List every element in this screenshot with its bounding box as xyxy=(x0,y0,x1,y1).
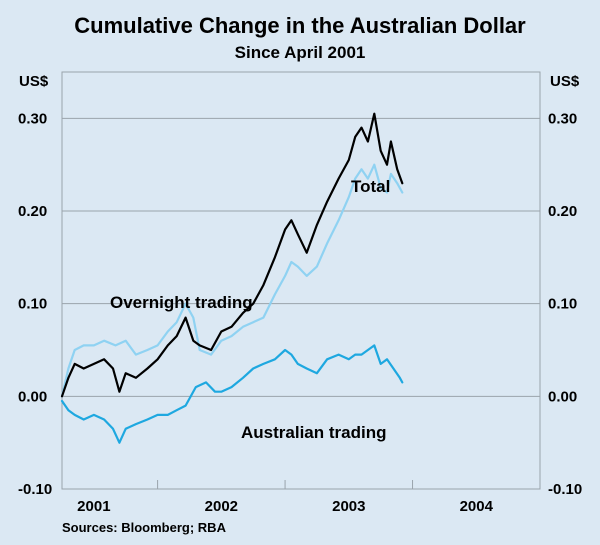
y-tick-label-left: 0.10 xyxy=(18,296,47,313)
gridlines xyxy=(62,117,540,489)
y-tick-label-left: 0.00 xyxy=(18,388,47,405)
y-axis-unit-left: US$ xyxy=(19,73,49,90)
annotation-overnight-trading: Overnight trading xyxy=(110,293,253,312)
y-axis-unit-right: US$ xyxy=(550,73,580,90)
x-tick-label: 2001 xyxy=(77,498,110,515)
x-tick-labels: 2001 2002 2003 2004 xyxy=(77,498,493,515)
source-note: Sources: Bloomberg; RBA xyxy=(62,520,227,535)
y-tick-label-right: 0.10 xyxy=(548,296,577,313)
annotation-australian-trading: Australian trading xyxy=(241,423,386,442)
y-tick-label-right: 0.00 xyxy=(548,388,577,405)
y-tick-labels: -0.10 -0.10 0.00 0.00 0.10 0.10 0.20 0.20 0.30 0.… xyxy=(18,110,582,498)
series-lines xyxy=(60,112,404,444)
series-line-overnight-trading xyxy=(60,163,404,398)
series-line-australian-trading xyxy=(60,344,404,444)
chart-subtitle: Since April 2001 xyxy=(235,43,366,62)
x-tick-label: 2004 xyxy=(460,498,494,515)
x-tick-label: 2002 xyxy=(205,498,238,515)
x-tick-label: 2003 xyxy=(332,498,365,515)
y-tick-label-right: 0.30 xyxy=(548,110,577,127)
plot-frame xyxy=(61,71,541,490)
y-tick-label-left: 0.20 xyxy=(18,203,47,220)
y-tick-label-left: 0.30 xyxy=(18,110,47,127)
y-tick-label-left: -0.10 xyxy=(18,481,52,498)
series-line-total xyxy=(60,112,404,398)
annotation-total: Total xyxy=(351,177,390,196)
y-tick-label-right: 0.20 xyxy=(548,203,577,220)
chart-title: Cumulative Change in the Australian Doll… xyxy=(74,13,526,38)
y-tick-label-right: -0.10 xyxy=(548,481,582,498)
